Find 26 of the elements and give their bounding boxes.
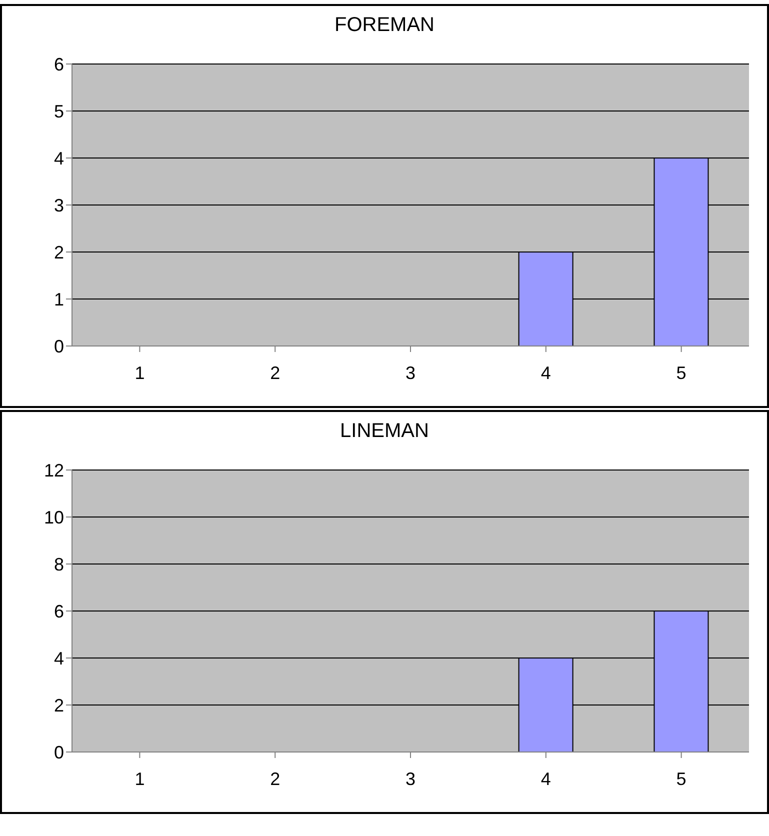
y-tick-label: 3 <box>54 195 64 216</box>
y-tick-label: 1 <box>54 289 64 310</box>
y-tick-label: 2 <box>54 695 64 716</box>
y-tick-label: 5 <box>54 101 64 122</box>
y-tick-label: 8 <box>54 554 64 574</box>
x-tick-label: 2 <box>270 768 280 789</box>
x-tick-label: 3 <box>405 362 416 383</box>
x-tick-label: 5 <box>676 362 686 383</box>
chart-title: FOREMAN <box>334 14 436 37</box>
y-tick-label: 6 <box>54 54 64 74</box>
x-tick-label: 1 <box>134 362 145 383</box>
y-tick-label: 6 <box>54 601 64 622</box>
x-tick-label: 5 <box>676 768 686 789</box>
y-tick-label: 12 <box>44 460 64 480</box>
x-tick-label: 3 <box>405 768 416 789</box>
y-tick-label: 4 <box>54 148 64 168</box>
x-tick-label: 4 <box>540 362 551 383</box>
x-tick-label: 2 <box>270 362 280 383</box>
chart-title: LINEMAN <box>339 420 430 443</box>
x-tick-label: 4 <box>540 768 551 789</box>
x-tick-label: 1 <box>134 768 145 789</box>
y-tick-label: 0 <box>54 336 64 356</box>
y-tick-label: 4 <box>54 648 64 668</box>
y-tick-label: 2 <box>54 242 64 262</box>
y-tick-label: 0 <box>54 742 64 762</box>
y-tick-label: 10 <box>44 507 64 528</box>
